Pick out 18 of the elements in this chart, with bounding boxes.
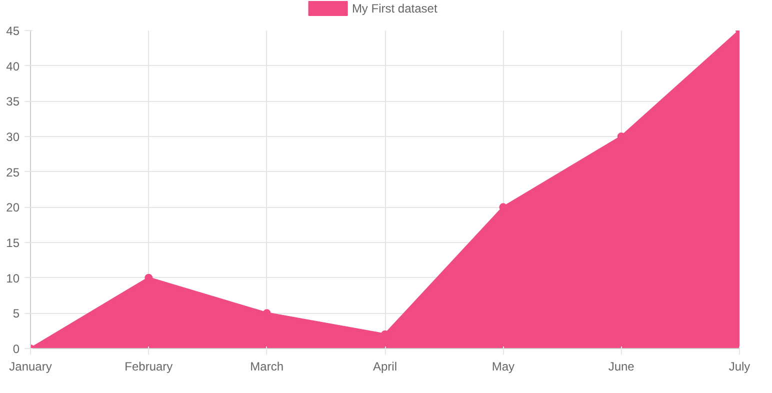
y-tick-label: 35 [6, 94, 20, 109]
y-tick-label: 25 [6, 165, 20, 180]
x-tick-label: July [728, 360, 750, 374]
y-tick-label: 5 [12, 306, 20, 321]
legend-label: My First dataset [352, 2, 438, 16]
x-tick-label: January [9, 360, 52, 374]
y-tick-label: 40 [6, 59, 20, 74]
x-tick-label: May [492, 360, 515, 374]
x-tick-label: June [608, 360, 635, 374]
y-tick-label: 20 [6, 200, 20, 215]
x-tick-label: February [124, 360, 173, 374]
y-tick-label: 10 [6, 271, 20, 286]
y-tick-label: 0 [12, 342, 20, 356]
x-tick-label: March [250, 360, 284, 374]
y-tick-label: 45 [6, 24, 20, 38]
y-tick-label: 30 [6, 130, 20, 144]
y-tick-label: 15 [6, 236, 20, 250]
x-tick-label: April [372, 360, 398, 374]
